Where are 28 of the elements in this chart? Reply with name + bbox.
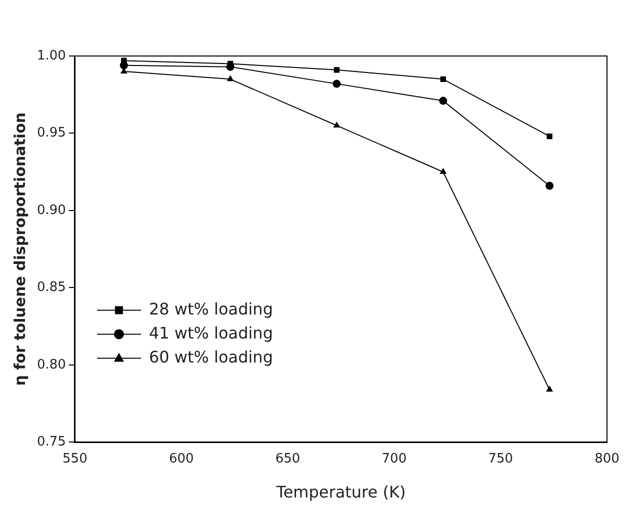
x-tick-label: 550 <box>62 451 88 466</box>
legend-label: 41 wt% loading <box>148 323 273 342</box>
x-axis-title: Temperature (K) <box>275 482 406 502</box>
y-tick-label: 0.85 <box>36 280 66 296</box>
point <box>439 96 448 105</box>
y-tick-label: 0.75 <box>36 434 66 450</box>
point <box>440 168 447 174</box>
point <box>546 386 553 392</box>
x-tick-label: 750 <box>488 451 514 466</box>
point <box>546 134 552 140</box>
point <box>226 75 234 82</box>
point <box>440 76 446 82</box>
legend-label: 28 wt% loading <box>148 299 273 318</box>
x-tick-label: 650 <box>275 451 300 466</box>
x-tick-label: 700 <box>382 451 407 466</box>
y-axis-title: η for toluene disproportionation <box>10 112 29 386</box>
point <box>120 61 128 70</box>
point <box>334 67 340 73</box>
x-tick-label: 800 <box>594 451 620 466</box>
y-tick-label: 0.80 <box>36 357 66 372</box>
y-tick-label: 0.95 <box>36 126 66 141</box>
point <box>546 182 554 190</box>
legend-label: 60 wt% loading <box>148 347 273 366</box>
y-tick-label: 0.90 <box>36 202 66 218</box>
point <box>333 122 340 128</box>
y-tick-label: 1.00 <box>36 48 66 64</box>
x-tick-label: 600 <box>168 451 194 466</box>
point <box>332 80 341 88</box>
